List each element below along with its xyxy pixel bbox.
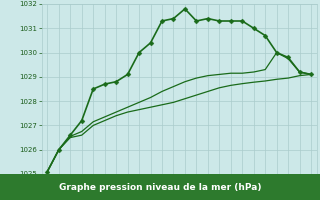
Text: Graphe pression niveau de la mer (hPa): Graphe pression niveau de la mer (hPa): [59, 182, 261, 192]
